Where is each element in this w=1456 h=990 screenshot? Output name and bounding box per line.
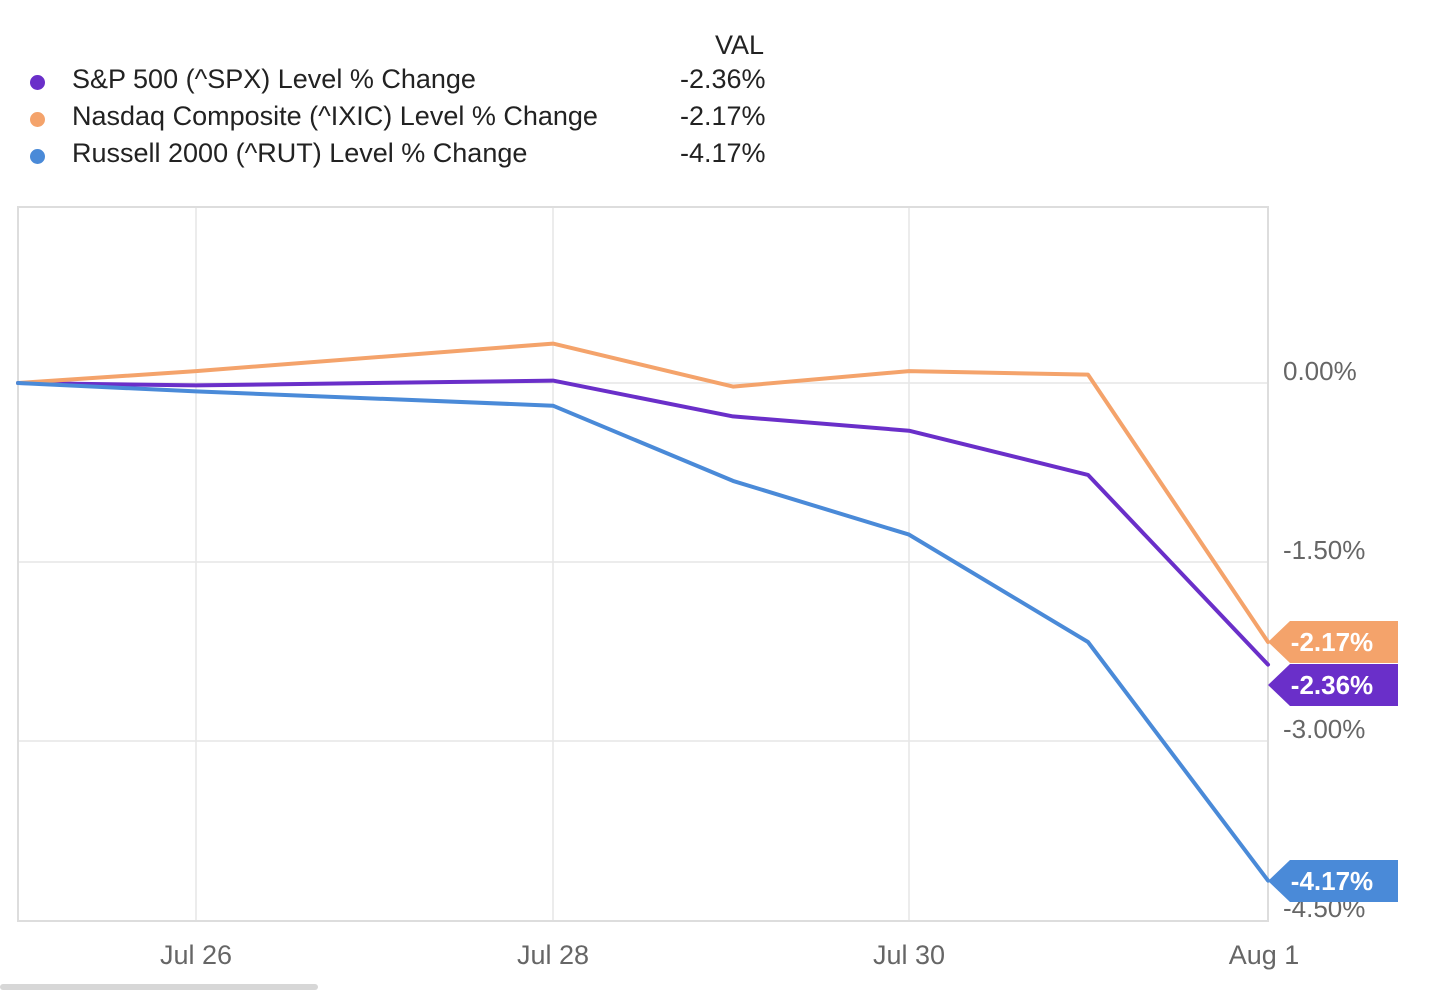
legend-item-value: -2.36% (680, 64, 766, 94)
y-axis-ticks: 0.00%-1.50%-3.00%-4.50% (1283, 356, 1365, 923)
end-value-labels: -2.17% -2.36% -4.17% (1268, 621, 1398, 902)
series-lines (16, 341, 1270, 883)
x-tick-label: Aug 1 (1229, 940, 1300, 970)
series-line (16, 378, 1270, 667)
x-tick-label: Jul 26 (160, 940, 232, 970)
end-value-flag (1268, 621, 1398, 663)
legend-item-value: -4.17% (680, 138, 766, 168)
legend-dot-icon (30, 75, 45, 90)
y-tick-label: 0.00% (1283, 356, 1357, 386)
x-tick-label: Jul 28 (517, 940, 589, 970)
legend-value-header: VAL (714, 30, 764, 60)
plot-area-frame (17, 206, 1269, 922)
legend-dot-icon (30, 112, 45, 127)
legend-item-label: Russell 2000 (^RUT) Level % Change (72, 138, 528, 168)
legend-item-rut[interactable]: Russell 2000 (^RUT) Level % Change -4.17… (30, 138, 770, 174)
legend-item-spx[interactable]: S&P 500 (^SPX) Level % Change -2.36% (30, 64, 770, 100)
chart-legend: VAL S&P 500 (^SPX) Level % Change -2.36%… (0, 0, 800, 180)
grid-lines (18, 207, 1268, 921)
legend-item-label: S&P 500 (^SPX) Level % Change (72, 64, 476, 94)
end-value-flag (1268, 664, 1398, 706)
end-value-label: -2.17% (1291, 627, 1373, 657)
end-value-label: -2.36% (1291, 670, 1373, 700)
legend-item-label: Nasdaq Composite (^IXIC) Level % Change (72, 101, 598, 131)
series-line (16, 341, 1270, 644)
legend-item-ixic[interactable]: Nasdaq Composite (^IXIC) Level % Change … (30, 101, 770, 137)
end-value-label: -4.17% (1291, 866, 1373, 896)
y-tick-label: -1.50% (1283, 535, 1365, 565)
series-line (16, 381, 1270, 883)
end-value-flag (1268, 860, 1398, 902)
legend-item-value: -2.17% (680, 101, 766, 131)
legend-dot-icon (30, 149, 45, 164)
x-tick-label: Jul 30 (873, 940, 945, 970)
x-axis-ticks: Jul 26 Jul 28 Jul 30 Aug 1 (160, 940, 1299, 970)
y-tick-label: -3.00% (1283, 714, 1365, 744)
scrollbar-hint (0, 984, 318, 990)
